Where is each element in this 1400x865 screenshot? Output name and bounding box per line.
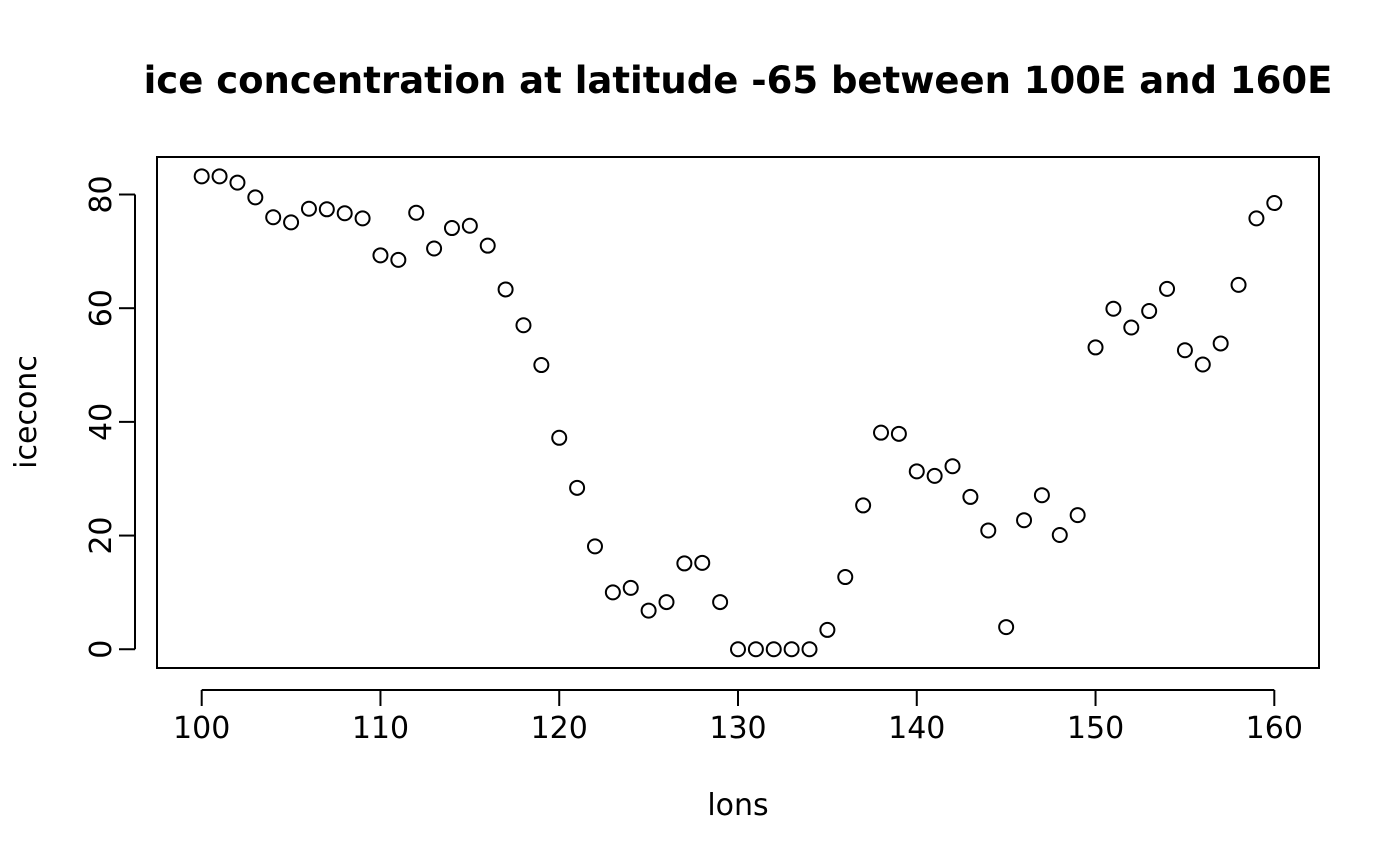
data-point [336, 205, 353, 222]
x-tick-label: 150 [1067, 711, 1124, 746]
data-point [1212, 335, 1229, 352]
data-point [873, 424, 890, 441]
y-axis-label: iceconc [9, 355, 44, 469]
data-point [354, 210, 371, 227]
data-point [747, 641, 764, 658]
data-point [1051, 526, 1068, 543]
data-point [497, 281, 514, 298]
y-tick-label: 40 [84, 403, 119, 441]
data-point [1176, 342, 1193, 359]
data-point [1087, 339, 1104, 356]
data-point [443, 220, 460, 237]
data-point [658, 594, 675, 611]
x-axis: 100 110 120 130 140 150 160 [173, 689, 1303, 746]
y-tick-label: 80 [84, 175, 119, 213]
y-tick-label: 60 [84, 289, 119, 327]
data-point [265, 209, 282, 226]
data-point [926, 467, 943, 484]
data-point [426, 240, 443, 257]
data-point [247, 189, 264, 206]
data-point [1123, 319, 1140, 336]
x-tick-label: 110 [352, 711, 409, 746]
data-point [211, 168, 228, 185]
data-point [604, 584, 621, 601]
data-point [1033, 487, 1050, 504]
chart-title: ice concentration at latitude -65 betwee… [144, 59, 1333, 102]
x-tick-label: 140 [888, 711, 945, 746]
data-point [640, 602, 657, 619]
data-point [1230, 276, 1247, 293]
data-point [980, 522, 997, 539]
data-point [962, 488, 979, 505]
data-point [944, 458, 961, 475]
data-point [461, 217, 478, 234]
data-point [193, 168, 210, 185]
data-point [998, 619, 1015, 636]
data-point [300, 200, 317, 217]
x-tick-label: 130 [709, 711, 766, 746]
data-point [837, 569, 854, 586]
data-point [1069, 507, 1086, 524]
data-point [1266, 195, 1283, 212]
data-point [730, 641, 746, 658]
data-point [783, 641, 800, 658]
plot-frame [156, 156, 1320, 669]
data-point [694, 554, 711, 571]
data-point [765, 641, 782, 658]
data-point [1248, 210, 1265, 227]
data-points [193, 168, 1283, 658]
data-point [318, 201, 335, 218]
data-point [551, 429, 568, 446]
data-point [908, 463, 925, 480]
data-point [229, 174, 246, 191]
data-point [1105, 300, 1122, 317]
data-point [712, 594, 729, 611]
data-point [408, 204, 425, 221]
data-point [855, 497, 872, 514]
data-point [283, 214, 300, 231]
data-point [569, 479, 586, 496]
data-point [890, 425, 907, 442]
data-point [676, 555, 693, 572]
y-axis: 0 20 40 60 80 [84, 175, 136, 659]
data-point [1016, 512, 1033, 529]
data-point [372, 247, 389, 264]
data-point [515, 317, 532, 334]
x-tick-label: 160 [1246, 711, 1303, 746]
data-point [1194, 356, 1211, 373]
data-point [479, 237, 496, 254]
data-point [586, 538, 603, 555]
data-point [1159, 280, 1176, 297]
x-axis-label: lons [707, 788, 768, 823]
data-point [533, 357, 550, 374]
data-point [390, 251, 407, 268]
x-tick-label: 120 [531, 711, 588, 746]
data-point [801, 641, 818, 658]
data-point [622, 579, 639, 596]
data-point [819, 621, 836, 638]
y-tick-label: 0 [84, 640, 119, 659]
y-tick-label: 20 [84, 516, 119, 554]
data-point [1141, 303, 1158, 320]
x-tick-label: 100 [173, 711, 230, 746]
